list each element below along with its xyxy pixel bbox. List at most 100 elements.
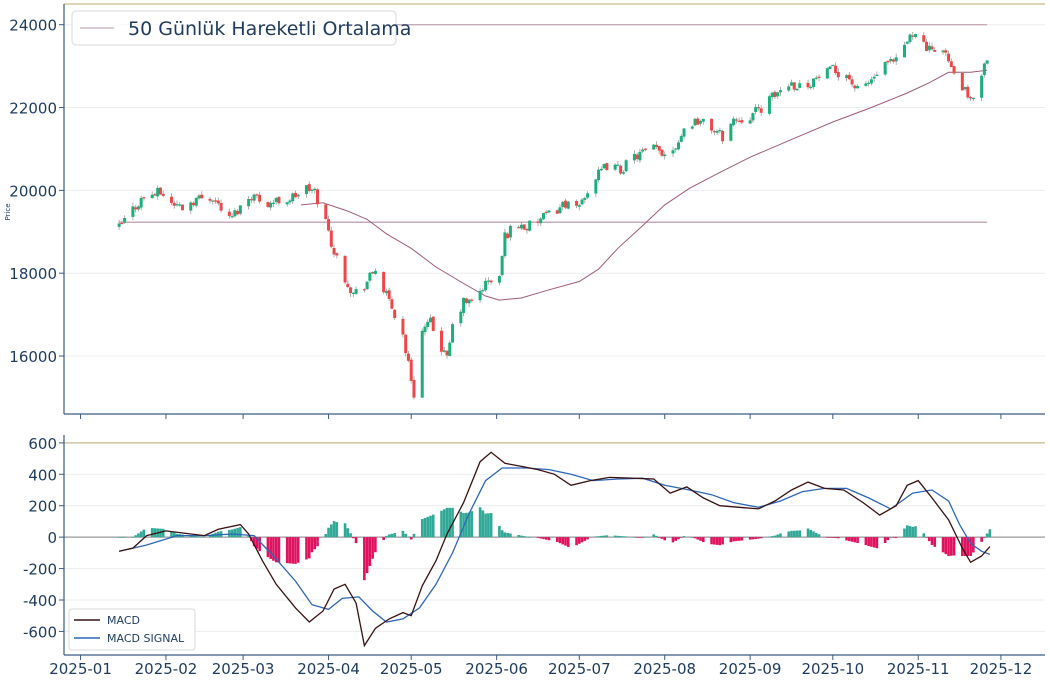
xtick-label-11: 2025-12	[970, 660, 1033, 677]
candle-body-2025-07-18	[624, 160, 628, 172]
candlestick-2025-08-26	[732, 116, 736, 127]
macd-histogram-bar-2025-10-20	[883, 537, 887, 544]
candle-body-2025-11-20	[969, 96, 973, 99]
candlestick-2025-10-24	[894, 53, 898, 65]
macd-histogram-bar-2025-10-31	[914, 526, 917, 538]
candlestick-2025-06-12	[525, 227, 529, 234]
candle-body-2025-05-01	[409, 359, 413, 381]
candle-body-2025-08-12	[693, 118, 697, 126]
candle-body-2025-05-13	[442, 350, 446, 352]
macd-histogram-bar-2025-07-23	[638, 537, 642, 538]
candle-body-2025-05-21	[464, 298, 468, 303]
macd-ytick-label-2: -200	[23, 561, 57, 579]
macd-histogram-bar-2025-06-25	[561, 537, 565, 545]
macd-histogram-bar-2025-02-10	[189, 535, 193, 538]
candle-body-2025-04-23	[387, 290, 391, 299]
price-ytick-label-2: 20000	[9, 182, 57, 200]
candlestick-2025-04-29	[404, 333, 408, 357]
candlestick-2025-05-07	[426, 319, 430, 330]
candle-body-2025-02-21	[219, 203, 223, 211]
candle-body-2025-03-27	[313, 188, 317, 191]
candlestick-2025-06-27	[566, 200, 570, 210]
candlestick-2025-07-30	[657, 145, 661, 155]
candle-body-2025-11-05	[927, 45, 931, 51]
price-ytick-label-4: 24000	[9, 17, 57, 35]
candle-body-2025-05-22	[467, 299, 471, 304]
macd-histogram-bar-2025-05-21	[465, 512, 468, 538]
candle-body-2025-09-18	[795, 88, 799, 91]
macd-histogram-bar-2025-03-07	[258, 537, 261, 552]
candlestick-2025-08-28	[737, 117, 741, 123]
candlestick-2025-07-28	[652, 143, 656, 150]
candlestick-2025-10-30	[911, 31, 915, 40]
candle-body-2025-09-30	[828, 66, 832, 69]
candlestick-2025-02-06	[178, 202, 182, 207]
candlestick-2025-10-29	[908, 33, 912, 45]
candlestick-2025-08-11	[690, 125, 694, 130]
candle-body-2025-04-01	[327, 219, 331, 231]
macd-histogram-bar-2025-10-22	[889, 537, 892, 538]
candlestick-2025-08-20	[715, 129, 719, 135]
candle-body-2025-09-29	[825, 68, 829, 79]
candlestick-2025-05-19	[459, 309, 463, 327]
candle-body-2025-09-04	[756, 107, 760, 109]
candlestick-2025-11-13	[949, 58, 953, 68]
candlestick-2025-09-19	[798, 80, 802, 89]
macd-histogram-bar-2025-04-14	[363, 537, 366, 581]
candle-body-2025-04-24	[390, 299, 394, 309]
candlestick-2025-04-25	[393, 308, 397, 320]
candle-body-2025-04-15	[365, 281, 369, 290]
candle-body-2025-05-09	[431, 316, 435, 332]
candlestick-2025-06-19	[544, 209, 548, 215]
macd-histogram-bar-2025-10-14	[867, 537, 870, 547]
macd-histogram-bar-2025-05-08	[429, 515, 432, 538]
candle-body-2025-06-30	[575, 201, 579, 206]
candlestick-2025-02-17	[208, 197, 212, 204]
candle-body-2025-02-25	[230, 216, 234, 218]
candle-body-2025-10-29	[908, 34, 912, 43]
macd-histogram-bar-2025-04-03	[332, 521, 336, 538]
macd-histogram-bar-2025-01-16	[120, 537, 124, 538]
candle-body-2025-02-13	[197, 195, 201, 199]
candle-body-2025-10-17	[875, 74, 879, 76]
macd-histogram-bar-2025-09-12	[779, 533, 782, 538]
candle-body-2025-11-19	[966, 86, 970, 98]
candlestick-2025-04-08	[346, 280, 350, 289]
candle-body-2025-06-24	[558, 207, 562, 214]
macd-histogram-bar-2025-10-01	[831, 537, 835, 538]
candlestick-2025-04-16	[368, 271, 372, 283]
macd-histogram-bar-2025-10-13	[864, 537, 868, 546]
candlestick-2025-04-28	[401, 315, 405, 338]
macd-histogram-bar-2025-09-25	[814, 532, 818, 538]
macd-histogram-bar-2025-06-17	[539, 537, 543, 539]
candle-body-2025-06-11	[522, 224, 526, 230]
candle-body-2025-04-09	[349, 287, 353, 294]
price-panel: 16000 18000 20000 22000 24000 Price 50 Günlü…	[4, 3, 1045, 419]
macd-histogram-bar-2025-06-11	[522, 536, 526, 538]
candle-body-2025-09-19	[798, 83, 802, 88]
candlestick-2025-06-17	[539, 217, 543, 226]
candle-body-2025-02-06	[178, 204, 182, 206]
candle-body-2025-08-20	[715, 131, 719, 133]
candlestick-2025-07-22	[635, 152, 639, 163]
candlestick-2025-08-22	[721, 130, 725, 144]
candlestick-2025-06-26	[564, 198, 568, 210]
candle-body-2025-08-14	[699, 120, 703, 124]
candlestick-2025-08-29	[740, 117, 744, 125]
candlestick-2025-02-04	[172, 200, 176, 209]
candlestick-2025-01-27	[150, 191, 154, 199]
candlestick-2025-11-10	[941, 49, 945, 55]
candle-body-2025-09-10	[773, 91, 777, 97]
candle-body-2025-10-23	[891, 59, 895, 62]
candle-body-2025-09-25	[814, 77, 818, 79]
candlestick-2025-09-30	[828, 66, 832, 70]
macd-histogram-bar-2025-11-03	[922, 533, 926, 538]
macd-histogram-bar-2025-04-28	[401, 530, 405, 538]
macd-histogram-bar-2025-03-31	[324, 534, 328, 538]
candlestick-2025-04-23	[387, 287, 391, 302]
candle-body-2025-04-07	[343, 256, 347, 283]
candlestick-2025-09-10	[773, 90, 777, 99]
candle-body-2025-11-25	[982, 63, 986, 76]
candlestick-2025-10-31	[913, 33, 917, 39]
macd-histogram-bar-2025-09-24	[812, 531, 815, 538]
